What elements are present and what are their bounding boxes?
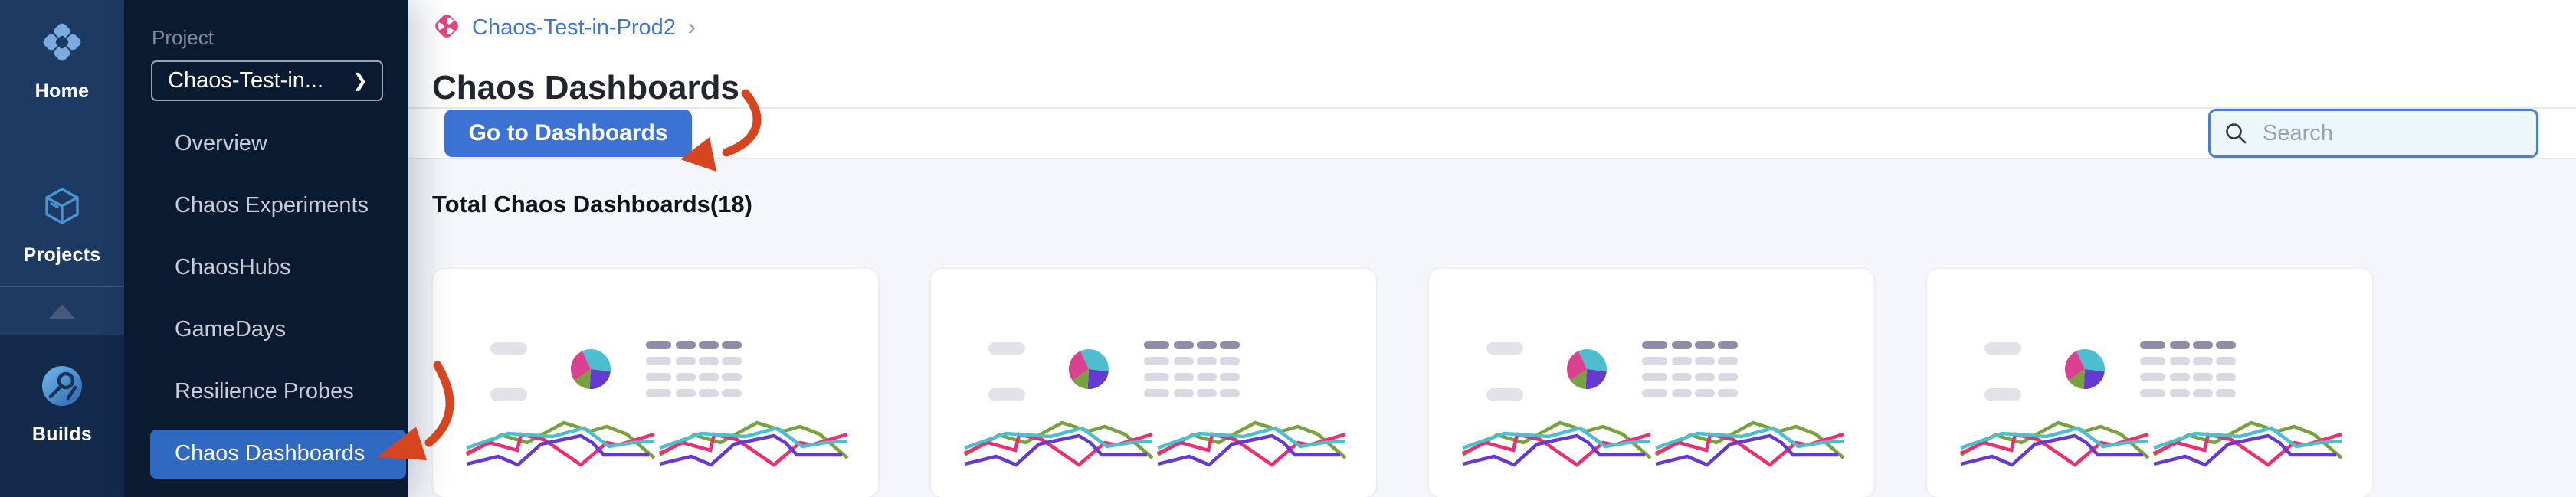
- project-sidebar: Project Chaos-Test-in... ❯ Overview Chao…: [124, 0, 408, 497]
- nav-module-projects[interactable]: Projects: [0, 184, 124, 266]
- search-input[interactable]: [2258, 111, 2551, 155]
- dashboard-cards-row: [432, 268, 2576, 497]
- dashboard-card[interactable]: [930, 268, 1377, 497]
- sidebar-item-chaos-experiments[interactable]: Chaos Experiments: [175, 193, 369, 217]
- sidebar-item-overview[interactable]: Overview: [175, 131, 267, 155]
- cube-icon: [40, 184, 84, 232]
- chevron-up-icon: [49, 303, 75, 319]
- dashboard-card[interactable]: [432, 268, 879, 497]
- page-title: Chaos Dashboards: [432, 69, 739, 106]
- chaos-module-icon: [432, 11, 461, 44]
- module-rail: Home Projects: [0, 0, 124, 497]
- toolbar: Go to Dashboards: [408, 109, 2576, 159]
- page-header: Chaos-Test-in-Prod2 › Chaos Dashboards: [408, 0, 2576, 109]
- nav-module-home[interactable]: Home: [0, 0, 124, 103]
- sidebar-item-chaoshubs[interactable]: ChaosHubs: [175, 255, 291, 280]
- breadcrumb-chevron-icon: ›: [687, 15, 696, 40]
- dashboards-section: Total Chaos Dashboards(18): [408, 159, 2576, 497]
- rail-divider: [0, 286, 124, 287]
- dashboard-card[interactable]: [1428, 268, 1875, 497]
- nav-module-projects-label: Projects: [23, 244, 101, 266]
- home-icon: [40, 20, 84, 68]
- dashboard-preview-illustration: [1429, 269, 1875, 497]
- project-section-label: Project: [152, 26, 214, 49]
- project-selector-value: Chaos-Test-in...: [168, 68, 324, 93]
- dashboard-preview-illustration: [433, 269, 879, 497]
- dashboard-card[interactable]: [1926, 268, 2373, 497]
- search-icon: [2226, 123, 2247, 144]
- dashboard-preview-illustration: [931, 269, 1377, 497]
- rail-bottom-section: Builds: [0, 335, 124, 497]
- breadcrumb-project-link[interactable]: Chaos-Test-in-Prod2: [472, 15, 676, 40]
- nav-module-builds-label: Builds: [31, 423, 93, 445]
- sidebar-item-resilience-probes[interactable]: Resilience Probes: [175, 379, 354, 404]
- search-box: [2208, 109, 2551, 158]
- sidebar-item-gamedays[interactable]: GameDays: [175, 317, 287, 342]
- nav-module-home-label: Home: [34, 80, 90, 102]
- sidebar-menu: Overview Chaos Experiments ChaosHubs Gam…: [124, 113, 408, 485]
- nav-module-builds[interactable]: Builds: [0, 365, 124, 446]
- dashboard-preview-illustration: [1927, 269, 2373, 497]
- builds-ci-icon: [41, 365, 84, 411]
- main-content: Chaos-Test-in-Prod2 › Chaos Dashboards G…: [408, 0, 2576, 497]
- total-dashboards-label: Total Chaos Dashboards(18): [432, 191, 753, 217]
- sidebar-item-chaos-dashboards[interactable]: Chaos Dashboards: [124, 423, 408, 485]
- go-to-dashboards-button[interactable]: Go to Dashboards: [444, 110, 692, 157]
- collapse-modules-button[interactable]: [0, 287, 124, 335]
- breadcrumb: Chaos-Test-in-Prod2 ›: [432, 12, 2576, 43]
- chevron-right-icon: ❯: [352, 70, 368, 91]
- project-selector[interactable]: Chaos-Test-in... ❯: [151, 60, 383, 101]
